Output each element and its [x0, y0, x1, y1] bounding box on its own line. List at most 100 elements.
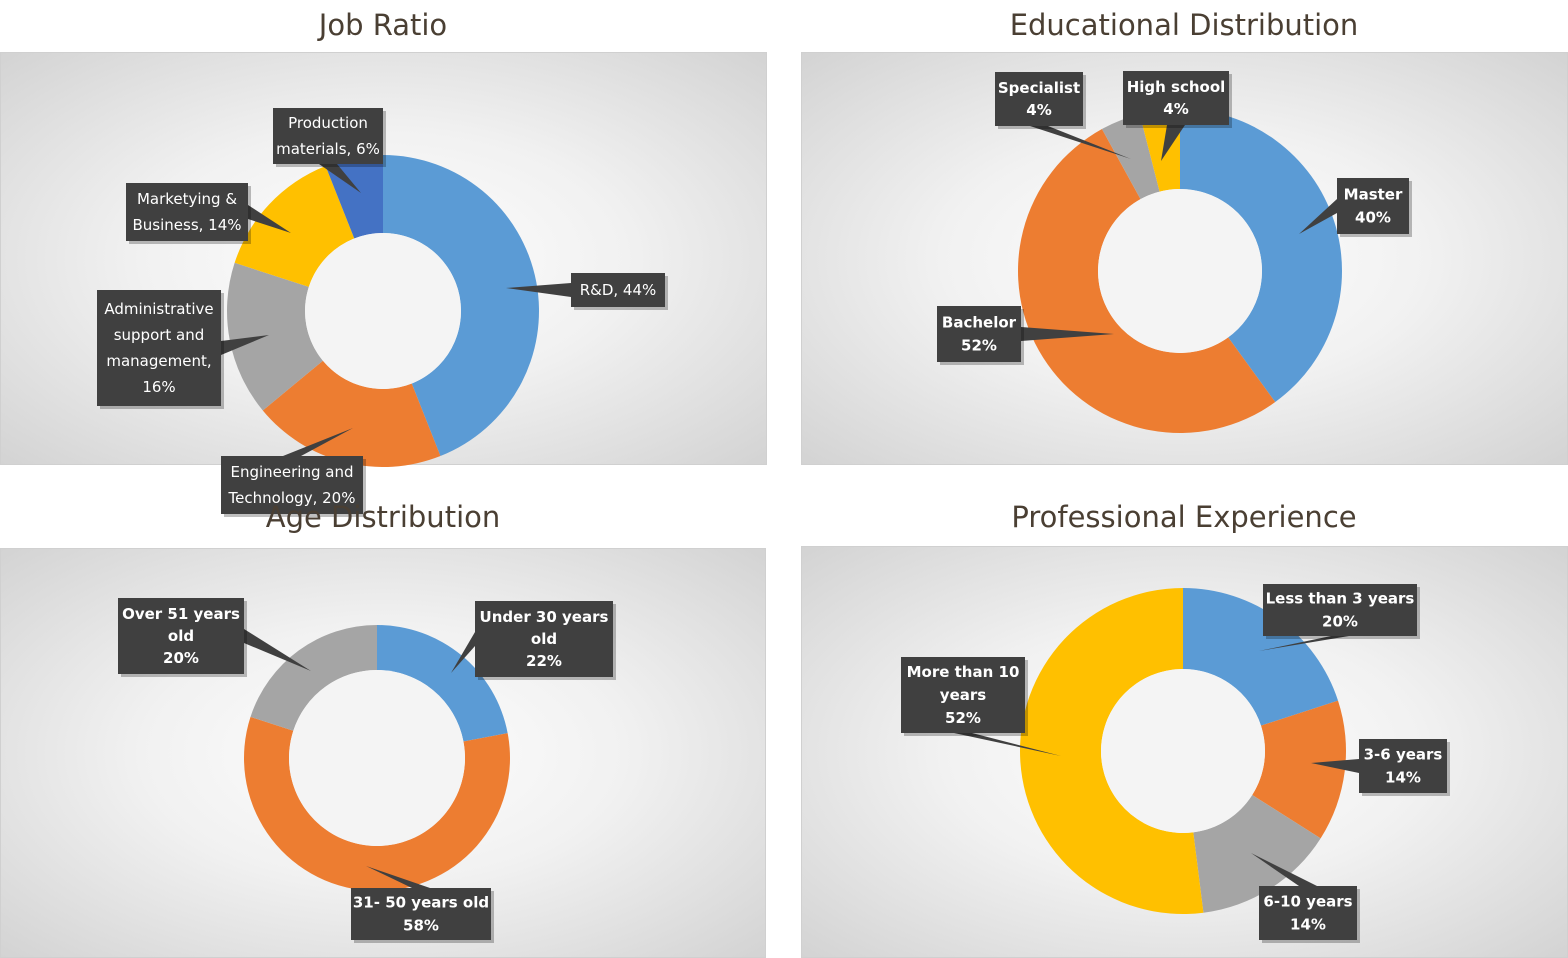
chart-title-educational-distribution: Educational Distribution	[1009, 8, 1359, 42]
callout-pointer	[1299, 199, 1337, 234]
data-label-under-30-years-old: Under 30 years old 22%	[451, 601, 616, 680]
data-label-text: 6-10 years	[1263, 893, 1352, 911]
data-label-text: 4%	[1163, 100, 1188, 118]
chart-panel-professional-experience: Less than 3 years 20% 3-6 years 14% 6-10 yea…	[801, 546, 1568, 958]
slice-marketying-business	[234, 165, 355, 287]
data-label-text: 40%	[1355, 209, 1391, 227]
slice-under-30-years-old	[377, 625, 508, 742]
callout-pointer	[506, 283, 571, 297]
callout-box	[937, 306, 1021, 362]
data-label-text: R&D, 44%	[580, 281, 657, 299]
data-label-text: Business, 14%	[132, 216, 241, 234]
data-label-production-materials: Production materials, 6%	[273, 108, 386, 193]
data-label-text: Production	[288, 114, 368, 132]
data-label-text: 14%	[1385, 769, 1421, 787]
callout-pointer	[244, 629, 311, 671]
data-label-text: 52%	[945, 709, 981, 727]
donut-chart-job-ratio: R&D, 44% Engineering and Technology, 20% Ad…	[97, 108, 668, 517]
data-label-text: More than 10	[907, 663, 1020, 681]
callout-pointer	[1021, 327, 1114, 341]
slice-31-50-years-old	[244, 716, 510, 891]
callout-pointer	[283, 428, 353, 456]
callout-pointer	[954, 733, 1061, 756]
slice-3-6-years	[1252, 700, 1346, 839]
callout-box	[901, 657, 1025, 733]
slice-6-10-years	[1193, 794, 1321, 913]
callout-box	[475, 601, 613, 677]
chart-title-job-ratio: Job Ratio	[318, 8, 448, 42]
callout-pointer	[1251, 853, 1317, 886]
data-label-text: 20%	[1322, 613, 1358, 631]
slice-over-51-years-old	[250, 625, 377, 731]
callout-pointer	[319, 164, 361, 193]
data-label-text: Less than 3 years	[1266, 590, 1415, 608]
chart-title-professional-experience: Professional Experience	[1011, 500, 1357, 534]
data-label-text: Specialist	[998, 79, 1080, 97]
data-label-text: Administrative	[104, 300, 213, 318]
data-label-engineering-and-technology: Engineering and Technology, 20%	[221, 428, 366, 517]
chart-title-age-distribution: Age Distribution	[265, 500, 501, 534]
data-label-text: years	[940, 686, 986, 704]
data-label-text: 3-6 years	[1364, 746, 1443, 764]
data-label-text: Technology, 20%	[228, 489, 356, 507]
data-label-31-50-years-old: 31- 50 years old 58%	[351, 866, 494, 943]
data-label-text: 22%	[526, 652, 562, 670]
data-label-6-10-years: 6-10 years 14%	[1251, 853, 1360, 943]
age-distribution-slices	[244, 625, 510, 891]
data-label-r-d: R&D, 44%	[506, 273, 668, 310]
callout-pointer	[1259, 636, 1349, 651]
educational-distribution-slices	[1018, 109, 1342, 433]
donut-chart-age-distribution: Under 30 years old 22% 31- 50 years old 58% O…	[118, 598, 616, 943]
slice-r-d	[383, 155, 540, 457]
callout-box	[1337, 178, 1409, 234]
data-label-text: old	[168, 627, 194, 645]
slice-administrative-support-and-management	[227, 262, 323, 411]
callout-box	[995, 72, 1083, 126]
slice-less-than-3-years	[1183, 588, 1339, 726]
callout-box	[221, 456, 363, 514]
data-label-text: materials, 6%	[276, 140, 380, 158]
data-label-text: High school	[1127, 78, 1226, 96]
data-label-administrative-support-and-management: Administrative support and management, 16%	[97, 290, 269, 409]
data-label-less-than-3-years: Less than 3 years 20%	[1259, 584, 1420, 651]
callout-pointer	[1161, 125, 1185, 161]
slice-more-than-10-years	[1019, 588, 1204, 914]
data-label-bachelor: Bachelor 52%	[937, 306, 1114, 365]
slice-specialist	[1101, 114, 1160, 200]
callout-box	[351, 888, 491, 940]
data-label-specialist: Specialist 4%	[995, 72, 1131, 159]
slice-bachelor	[1018, 129, 1276, 433]
data-label-text: Marketying &	[137, 190, 237, 208]
educational-distribution-hole	[1098, 189, 1262, 353]
callout-pointer	[221, 335, 269, 355]
slice-master	[1180, 109, 1342, 403]
chart-panel-educational-distribution: Master 40% Bachelor 52% Specialist 4% High sch…	[801, 52, 1568, 465]
data-label-text: Engineering and	[231, 463, 354, 481]
data-label-text: Under 30 years	[480, 608, 609, 626]
data-label-text: 31- 50 years old	[353, 894, 489, 912]
callout-box	[126, 183, 248, 241]
callout-box	[571, 273, 665, 307]
job-ratio-hole	[305, 233, 461, 389]
callout-box	[118, 598, 244, 674]
data-label-text: support and	[114, 326, 205, 344]
data-label-over-51-years-old: Over 51 years old 20%	[118, 598, 311, 677]
callout-pointer	[248, 205, 291, 233]
data-label-marketying-business: Marketying & Business, 14%	[126, 183, 291, 244]
data-label-text: 20%	[163, 649, 199, 667]
data-label-text: old	[531, 630, 557, 648]
callout-box	[1263, 584, 1417, 636]
data-label-text: management,	[106, 352, 211, 370]
callout-box	[1123, 71, 1229, 125]
professional-experience-hole	[1101, 669, 1265, 833]
professional-experience-slices	[1019, 588, 1346, 914]
callout-pointer	[1030, 126, 1131, 159]
data-label-text: Over 51 years	[122, 605, 240, 623]
data-label-text: 52%	[961, 337, 997, 355]
chart-panel-job-ratio: R&D, 44% Engineering and Technology, 20% Ad…	[0, 52, 767, 517]
data-label-text: 14%	[1290, 916, 1326, 934]
slice-engineering-and-technology	[262, 360, 441, 467]
data-label-text: 4%	[1026, 101, 1051, 119]
